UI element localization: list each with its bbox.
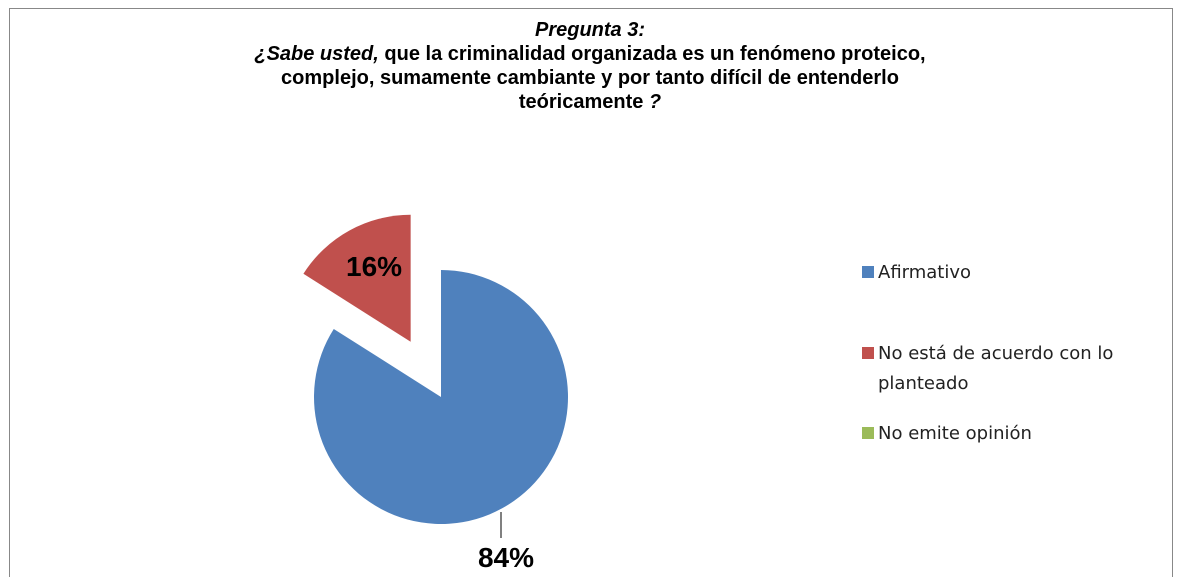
data-label: 84% <box>478 542 534 573</box>
chart-title: complejo, sumamente cambiante y por tant… <box>281 67 899 89</box>
pie-slice <box>303 214 411 342</box>
legend-label: No está de acuerdo con lo planteado <box>878 343 1114 394</box>
legend-swatch <box>862 266 874 278</box>
chart-title: ¿Sabe usted, que la criminalidad organiz… <box>254 43 925 65</box>
data-label: 16% <box>346 251 402 282</box>
chart-title: teóricamente ? <box>519 91 661 113</box>
legend-swatch <box>862 427 874 439</box>
legend-swatch <box>862 347 874 359</box>
legend-label: Afirmativo <box>878 262 972 283</box>
legend-entry: No emite opinión <box>862 419 1162 449</box>
chart-title: Pregunta 3: <box>535 19 645 41</box>
chart-frame <box>9 8 1173 577</box>
pie-slice <box>314 270 568 524</box>
legend-entry: Afirmativo <box>862 258 1162 288</box>
legend-label: No emite opinión <box>878 423 1032 444</box>
legend-entry: No está de acuerdo con lo planteado <box>862 339 1162 399</box>
